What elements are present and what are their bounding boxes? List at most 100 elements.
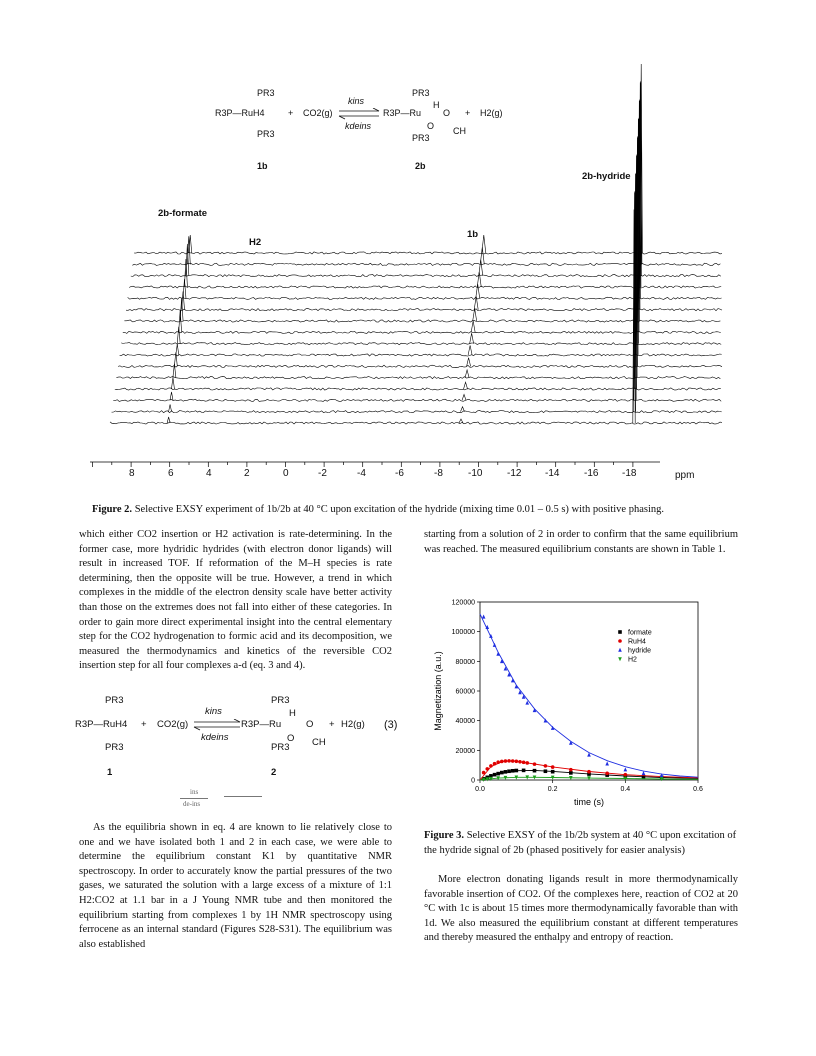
eq3-right-o2: O: [287, 733, 295, 744]
data-point: [500, 770, 504, 775]
data-point: [659, 773, 664, 778]
data-point: [481, 614, 486, 619]
legend-label: H2: [628, 657, 637, 664]
y-tick-label: 40000: [456, 718, 476, 725]
eq3-right-pr3-bottom: PR3: [271, 742, 290, 753]
scheme-right-center: R3P—Ru: [383, 108, 422, 118]
equation-3: PR3 R3P—RuH4 PR3 + CO2(g) kins kdeins PR…: [75, 695, 405, 780]
data-point: [507, 759, 511, 763]
eq3-right-center: R3P—Ru: [241, 719, 282, 730]
axis-unit-ppm: ppm: [675, 470, 695, 481]
data-point: [543, 718, 548, 723]
data-point: [514, 768, 519, 773]
figure-2-label: Figure 2.: [92, 504, 133, 515]
data-point: [510, 759, 515, 763]
data-point: [507, 769, 511, 774]
data-point: [550, 765, 555, 769]
data-point: [525, 761, 530, 765]
data-point: [496, 760, 500, 764]
eq3-left-center: R3P—RuH4: [75, 719, 128, 730]
scheme-right-o2: O: [427, 121, 435, 131]
data-point: [492, 772, 497, 777]
data-point: [641, 771, 646, 776]
reaction-scheme-top: PR3 R3P—RuH4 PR3 + CO2(g) kins kdeins PR…: [215, 88, 515, 178]
eq3-k-reverse: kdeins: [201, 732, 229, 743]
nmr-trace: [119, 154, 722, 357]
nmr-trace: [121, 137, 722, 346]
nmr-spectrum-svg: [90, 63, 723, 467]
x-tick-label: 0.4: [620, 786, 630, 793]
data-point: [543, 764, 548, 768]
legend: formate RuH4 hydride H2: [618, 630, 652, 664]
eq3-h2: H2(g): [341, 719, 365, 730]
legend-marker: [618, 657, 622, 662]
y-tick-label: 100000: [452, 629, 475, 636]
y-axis-label: Magnetization (a.u.): [433, 651, 443, 731]
data-point: [623, 767, 628, 772]
series-h2: [479, 775, 699, 782]
eq3-right-pr3-top: PR3: [271, 695, 290, 706]
nmr-trace: [125, 117, 723, 312]
scheme-left-pr3-bottom: PR3: [257, 129, 275, 139]
data-point: [550, 725, 555, 730]
data-point: [521, 694, 526, 699]
nmr-trace: [117, 155, 723, 368]
series-hydride: [479, 613, 699, 778]
nmr-label-formate: 2b-formate: [158, 208, 208, 219]
figure-3-caption: Figure 3. Selective EXSY of the 1b/2b sy…: [424, 829, 738, 858]
data-point: [492, 761, 497, 766]
data-point: [569, 775, 573, 781]
scheme-right-o1: O: [443, 108, 451, 118]
eq3-number: (3): [384, 719, 398, 731]
scheme-k-reverse: kdeins: [345, 121, 372, 131]
nmr-trace: [124, 118, 721, 323]
tick-label: 0: [283, 468, 289, 479]
data-point: [503, 770, 508, 774]
y-tick-label: 20000: [456, 748, 476, 755]
data-point: [623, 776, 628, 781]
eq4-fraction-bottom: de-ins: [183, 800, 201, 808]
y-tick-label: 120000: [452, 600, 475, 607]
eq4-fraction-bar: [180, 798, 208, 799]
tick-label: -6: [395, 468, 404, 479]
data-point: [489, 774, 493, 778]
eq3-left-pr3-top: PR3: [105, 695, 124, 706]
data-point: [550, 775, 555, 780]
chart-svg: 0 20000 40000 60000 80000 100000 120000 0.0 0.2 0…: [433, 600, 703, 808]
eq3-right-o1: O: [306, 719, 314, 730]
x-tick-label: 0.2: [548, 786, 558, 793]
eq3-left-pr3-bottom: PR3: [105, 742, 124, 753]
data-point: [485, 624, 490, 630]
eq3-right-ch: CH: [312, 737, 326, 748]
eq4-fraction-top: ins: [190, 788, 199, 796]
data-point: [503, 666, 508, 671]
nmr-trace: [132, 81, 721, 266]
eq3-right-h: H: [289, 708, 296, 719]
data-point: [605, 761, 609, 766]
nmr-trace: [127, 100, 722, 300]
equation-4-fragment: ins de-ins: [180, 788, 270, 818]
figure-2-caption: Figure 2. Selective EXSY experiment of 1…: [92, 503, 732, 518]
nmr-label-h2: H2: [249, 237, 262, 248]
data-point: [485, 777, 490, 782]
data-point: [518, 759, 522, 764]
y-tick-label: 80000: [456, 659, 476, 666]
scheme-right-pr3-bottom: PR3: [412, 133, 430, 143]
nmr-trace: [130, 82, 721, 278]
data-point: [521, 768, 526, 773]
data-point: [532, 707, 537, 713]
scheme-label-2b: 2b: [415, 161, 426, 171]
data-point: [510, 678, 515, 683]
x-tick-label: 0.6: [693, 786, 703, 793]
figure-2-text: Selective EXSY experiment of 1b/2b at 40…: [134, 504, 664, 515]
scheme-co2: CO2(g): [303, 108, 333, 118]
figure-3-chart: 0 20000 40000 60000 80000 100000 120000 0.0 0.2 0…: [428, 592, 718, 822]
eq3-equilibrium-arrows: [193, 719, 241, 731]
data-point: [514, 775, 519, 780]
x-axis-label: time (s): [574, 797, 604, 807]
data-point: [503, 759, 508, 763]
tick-label: -2: [318, 468, 327, 479]
scheme-right-h: H: [433, 100, 440, 110]
nmr-trace: [113, 191, 722, 402]
data-point: [503, 775, 508, 780]
